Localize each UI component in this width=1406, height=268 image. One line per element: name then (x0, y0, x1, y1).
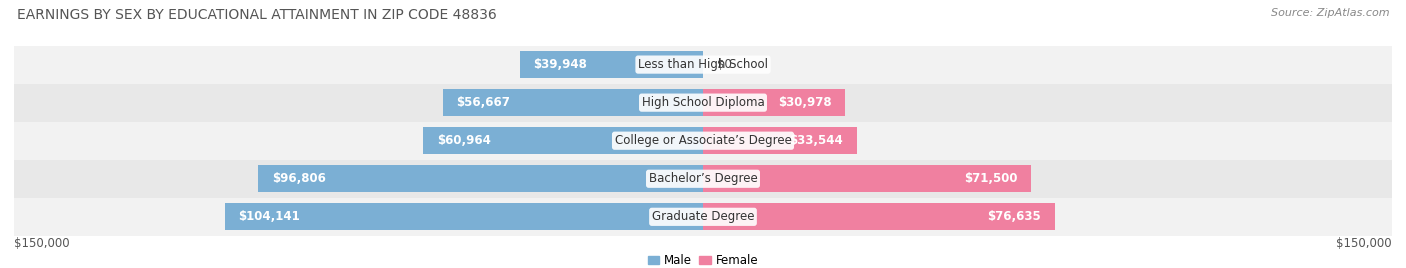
Text: $56,667: $56,667 (457, 96, 510, 109)
Bar (14, 122, 1392, 160)
Bar (14, 160, 1392, 198)
Text: College or Associate’s Degree: College or Associate’s Degree (614, 134, 792, 147)
Legend: Male, Female: Male, Female (643, 249, 763, 268)
Text: Graduate Degree: Graduate Degree (652, 210, 754, 223)
Text: $39,948: $39,948 (533, 58, 588, 71)
Bar (703, 203, 1054, 230)
Text: EARNINGS BY SEX BY EDUCATIONAL ATTAINMENT IN ZIP CODE 48836: EARNINGS BY SEX BY EDUCATIONAL ATTAINMEN… (17, 8, 496, 22)
Text: Source: ZipAtlas.com: Source: ZipAtlas.com (1271, 8, 1389, 18)
Text: $76,635: $76,635 (987, 210, 1042, 223)
Text: $150,000: $150,000 (14, 237, 70, 250)
Bar (703, 165, 1032, 192)
Text: $60,964: $60,964 (437, 134, 491, 147)
Text: $150,000: $150,000 (1336, 237, 1392, 250)
Bar (14, 46, 1392, 84)
Text: $71,500: $71,500 (965, 172, 1018, 185)
Bar (703, 89, 845, 116)
Bar (703, 127, 858, 154)
Text: $33,544: $33,544 (790, 134, 844, 147)
Text: Less than High School: Less than High School (638, 58, 768, 71)
Bar (14, 84, 1392, 122)
Bar (443, 89, 703, 116)
Text: $96,806: $96,806 (273, 172, 326, 185)
Bar (225, 203, 703, 230)
Bar (259, 165, 703, 192)
Text: $0: $0 (717, 58, 731, 71)
Bar (520, 51, 703, 78)
Text: $104,141: $104,141 (239, 210, 301, 223)
Text: High School Diploma: High School Diploma (641, 96, 765, 109)
Text: Bachelor’s Degree: Bachelor’s Degree (648, 172, 758, 185)
Bar (14, 198, 1392, 236)
Bar (423, 127, 703, 154)
Text: $30,978: $30,978 (778, 96, 831, 109)
